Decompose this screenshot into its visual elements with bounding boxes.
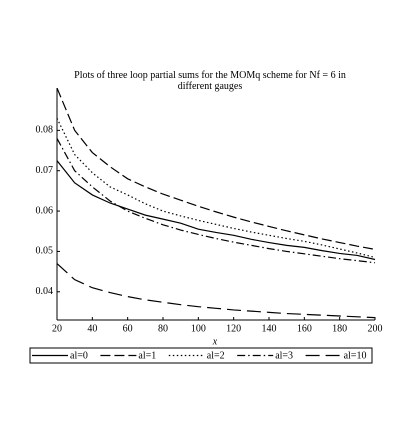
legend-box	[29, 347, 373, 364]
x-tick-label: 160	[297, 323, 312, 334]
series-line	[57, 88, 376, 250]
chart-title: Plots of three loop partial sums for the…	[74, 70, 346, 92]
legend-label: al=2	[207, 350, 225, 361]
x-tick-label: 180	[332, 323, 347, 334]
series-line	[57, 160, 376, 261]
y-tick-label: 0.05	[36, 246, 54, 257]
legend-label: al=3	[275, 350, 293, 361]
y-tick-label: 0.08	[36, 125, 54, 136]
series-line	[57, 263, 376, 319]
y-tick-label: 0.06	[36, 205, 54, 216]
x-tick-label: 140	[262, 323, 277, 334]
x-tick-label: 60	[123, 323, 133, 334]
x-tick-label: 200	[368, 323, 383, 334]
legend-label: al=0	[70, 350, 88, 361]
legend-label: al=1	[138, 350, 156, 361]
y-tick-label: 0.07	[36, 165, 54, 176]
series-line	[57, 138, 376, 264]
x-axis-label: x	[212, 336, 218, 347]
x-tick-label: 100	[191, 323, 206, 334]
y-tick-label: 0.04	[36, 286, 54, 297]
x-tick-label: 20	[52, 323, 62, 334]
x-tick-label: 40	[87, 323, 97, 334]
legend-label: al=10	[344, 350, 367, 361]
series-line	[57, 117, 376, 259]
x-tick-label: 80	[158, 323, 168, 334]
x-tick-label: 120	[226, 323, 241, 334]
